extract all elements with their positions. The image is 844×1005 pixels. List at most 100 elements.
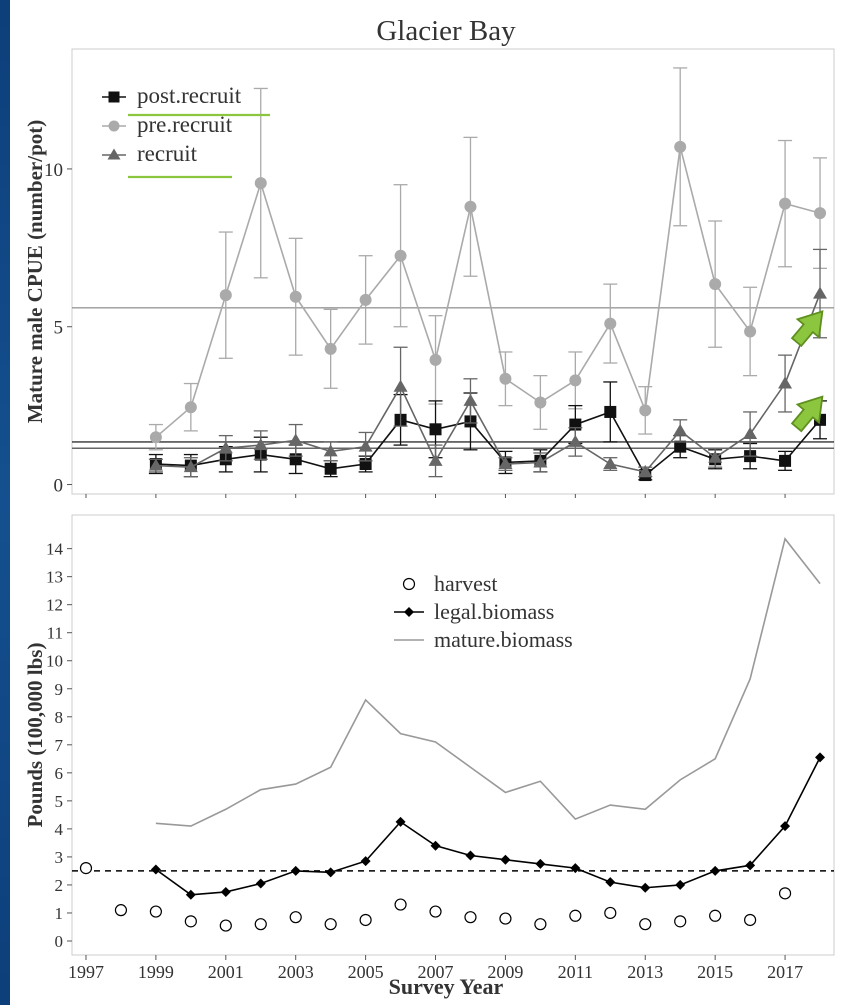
series-line [155,537,821,827]
legend-swatch-marker [107,148,121,160]
data-point [744,325,757,338]
data-point [183,460,198,473]
x-tick-label: 2007 [418,962,454,982]
data-point [498,457,513,470]
data-point [500,854,511,865]
chart-title: Glacier Bay [376,15,516,47]
x-tick-label: 2013 [627,962,663,982]
data-point [429,905,442,918]
legend: post.recruit pre.recruit recruit [102,83,270,179]
y-tick-label: 8 [55,708,64,727]
y-tick-label: 9 [55,680,64,699]
data-point [464,911,477,924]
data-point [605,877,616,888]
x-tick-label: 2009 [487,962,523,982]
y-tick-label: 7 [55,736,64,755]
cpue-panel: Glacier Bay Mature male CPUE (number/pot)… [23,15,835,498]
data-point [743,427,758,440]
data-point [569,374,582,387]
data-point [219,289,232,302]
data-point [744,913,757,927]
data-point [535,858,546,869]
data-point [569,909,582,922]
data-point [499,372,512,385]
data-point [430,840,441,851]
chart-slide: Glacier Bay Mature male CPUE (number/pot)… [10,0,844,1005]
y-tick-label: 2 [55,876,64,895]
y-tick-label: 11 [47,624,63,643]
data-point [533,455,548,468]
data-point [254,177,267,190]
x-axis-label: Survey Year [389,974,504,999]
biomass-panel: Pounds (100,000 lbs)Survey Year012345678… [23,514,835,999]
data-point [464,200,477,213]
plot-frame [71,48,835,495]
data-point [639,404,652,417]
data-point [709,278,722,291]
data-point [184,401,197,414]
data-point [429,423,442,436]
legend-label: legal.biomass [434,599,554,624]
data-point [499,912,512,925]
data-point [359,913,372,927]
data-point [604,405,617,418]
data-point [114,904,128,917]
y-tick-label: 0 [54,476,64,497]
data-point [184,915,197,928]
y-axis-label: Mature male CPUE (number/pot) [23,120,47,424]
data-point [429,353,442,366]
series-harvest [79,862,792,932]
legend-label: pre.recruit [137,112,233,137]
series-mature-biomass [155,537,821,827]
data-point [149,431,162,444]
data-point [603,457,618,470]
data-point [779,454,792,467]
data-point [324,462,337,475]
data-point [813,286,828,299]
data-point [150,864,161,875]
y-tick-label: 5 [55,792,64,811]
y-tick-label: 13 [46,568,63,587]
data-point [394,249,407,262]
data-point [148,458,163,471]
data-point [463,393,478,406]
data-point [219,919,232,932]
y-tick-label: 4 [55,820,64,839]
legend-label: post.recruit [137,83,242,108]
data-point [640,882,651,893]
x-tick-label: 2003 [278,962,314,982]
data-point [604,906,617,920]
legend-label: mature.biomass [434,627,573,652]
data-point [428,453,443,466]
x-tick-label: 2001 [208,962,244,982]
data-point [673,423,688,436]
x-tick-label: 2015 [697,962,733,982]
series-recruit [148,248,828,478]
data-point [779,197,792,210]
legend-swatch-marker [404,607,414,617]
data-point [814,207,827,220]
data-point [639,918,652,931]
series-legal-biomass [150,752,826,900]
x-tick-label: 1997 [68,962,104,982]
data-point [395,816,406,827]
data-point [534,918,547,931]
data-point [253,438,268,451]
annotation-arrow [790,395,824,433]
x-tick-label: 2011 [558,962,593,982]
data-point [394,898,407,911]
data-point [325,867,336,878]
data-point [534,396,547,409]
y-tick-label: 12 [46,596,63,615]
legend-swatch-marker [108,120,120,132]
x-tick-label: 2005 [348,962,384,982]
data-point [675,879,686,890]
data-point [220,886,231,897]
y-tick-label: 10 [46,652,63,671]
data-point [604,317,617,330]
data-point [254,918,267,931]
plot-frame [71,514,835,956]
series-line [155,146,821,438]
data-point [360,856,371,867]
data-point [79,862,93,875]
